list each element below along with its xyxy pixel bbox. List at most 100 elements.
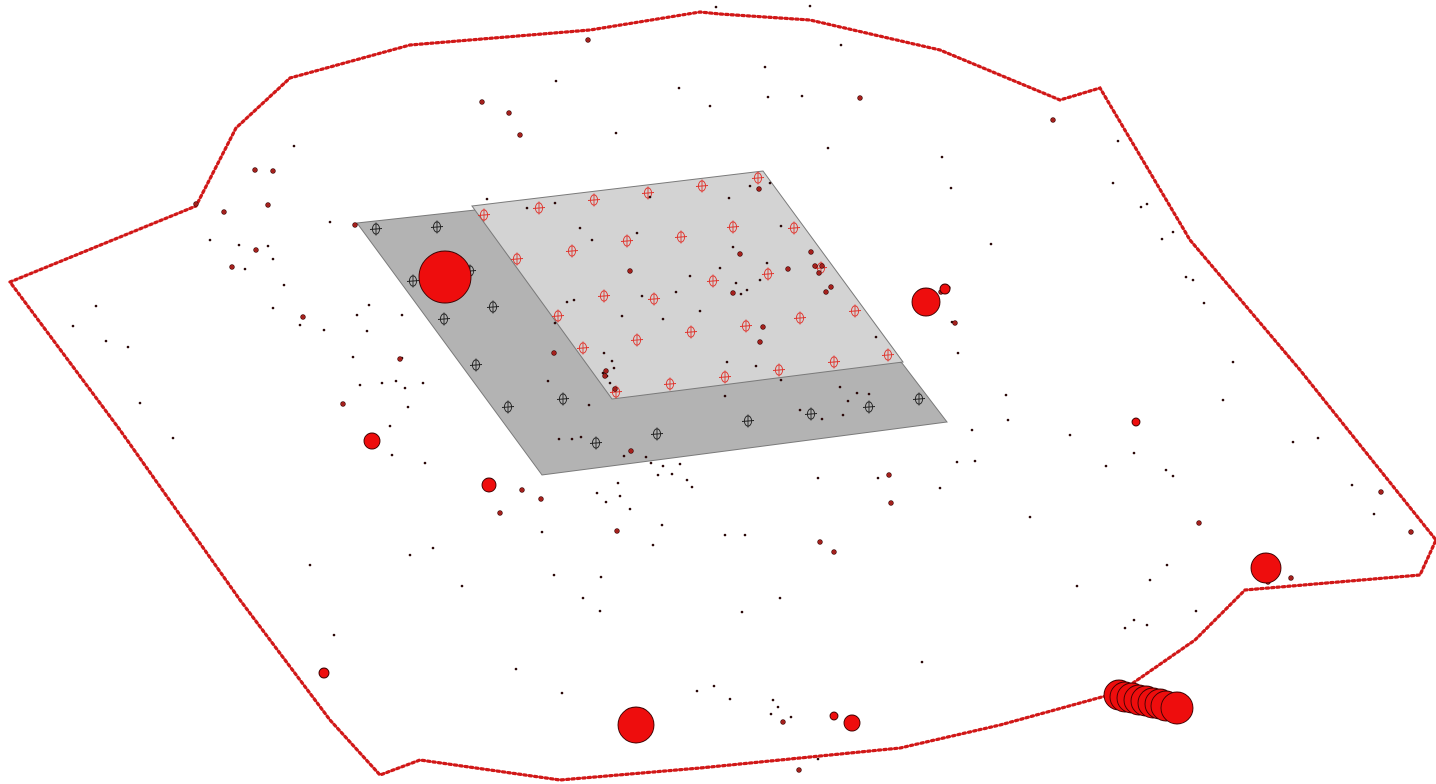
tiny-point-82 [628, 507, 632, 511]
tiny-point-153 [598, 609, 602, 613]
tiny-point-63 [602, 351, 606, 355]
tiny-point-103 [938, 486, 942, 490]
tiny-point-136 [874, 335, 878, 339]
tiny-point-121 [1291, 440, 1295, 444]
tiny-point-39 [367, 303, 371, 307]
small-marker-16 [340, 401, 346, 407]
tiny-point-110 [1104, 464, 1108, 468]
tiny-point-28 [271, 306, 275, 310]
red-cross-marker-6 [510, 252, 524, 266]
tiny-point-91 [599, 575, 603, 579]
tiny-point-78 [690, 485, 694, 489]
tiny-point-163 [798, 408, 802, 412]
tiny-point-170 [768, 181, 772, 185]
site-boundary-layer [8, 10, 1436, 782]
tiny-point-16 [1145, 202, 1149, 206]
red-cross-marker-12 [597, 289, 611, 303]
tiny-point-5 [677, 86, 681, 90]
tiny-point-126 [989, 242, 993, 246]
small-marker-35 [538, 496, 544, 502]
small-marker-18 [628, 448, 634, 454]
tiny-point-146 [771, 698, 775, 702]
tiny-point-25 [271, 257, 275, 261]
small-marker-6 [193, 201, 199, 207]
tiny-point-0 [714, 5, 718, 9]
tiny-point-132 [1231, 360, 1235, 364]
tiny-point-12 [940, 155, 944, 159]
small-marker-33 [614, 528, 620, 534]
tiny-point-109 [1068, 433, 1072, 437]
red-cross-marker-11 [787, 221, 801, 235]
small-marker-17 [551, 350, 557, 356]
tiny-point-6 [708, 104, 712, 108]
red-cross-marker-5 [751, 171, 765, 185]
tiny-point-1 [808, 4, 812, 8]
small-marker-31 [831, 549, 837, 555]
tiny-point-33 [126, 345, 130, 349]
small-marker-0 [585, 37, 591, 43]
large-marker-20 [1160, 691, 1194, 725]
small-marker-14 [352, 222, 358, 228]
black-cross-marker-9 [589, 436, 603, 450]
tiny-point-98 [867, 392, 871, 396]
red-cross-marker-2 [587, 193, 601, 207]
small-marker-1 [479, 99, 485, 105]
tiny-point-65 [546, 379, 550, 383]
red-cross-marker-24 [663, 377, 677, 391]
tiny-point-159 [651, 543, 655, 547]
tiny-point-135 [956, 351, 960, 355]
tiny-point-161 [723, 394, 727, 398]
small-marker-28 [760, 324, 766, 330]
tiny-point-24 [266, 244, 270, 248]
tiny-point-10 [292, 144, 296, 148]
tiny-point-62 [612, 366, 616, 370]
tiny-point-23 [237, 243, 241, 247]
tiny-point-162 [779, 378, 783, 382]
black-cross-marker-5 [437, 312, 451, 326]
small-marker-44 [1288, 575, 1294, 581]
tiny-point-167 [731, 245, 735, 249]
tiny-point-144 [695, 689, 699, 693]
tiny-point-166 [727, 196, 731, 200]
tiny-point-93 [743, 533, 747, 537]
tiny-point-112 [1075, 584, 1079, 588]
tiny-point-55 [620, 314, 624, 318]
small-marker-49 [612, 386, 618, 392]
tiny-point-89 [552, 573, 556, 577]
tiny-point-30 [94, 304, 98, 308]
tiny-point-56 [590, 238, 594, 242]
small-marker-42 [1408, 529, 1414, 535]
large-marker-2 [939, 283, 951, 295]
tiny-point-115 [1145, 623, 1149, 627]
red-cross-marker-8 [620, 234, 634, 248]
black-cross-marker-14 [912, 392, 926, 406]
tiny-point-70 [622, 454, 626, 458]
tiny-point-157 [332, 633, 336, 637]
tiny-point-34 [138, 401, 142, 405]
red-cross-marker-20 [739, 319, 753, 333]
tiny-point-164 [754, 364, 758, 368]
tiny-point-106 [970, 428, 974, 432]
tiny-point-150 [816, 757, 820, 761]
tiny-point-113 [1132, 618, 1136, 622]
tiny-point-111 [1028, 515, 1032, 519]
tiny-point-100 [820, 417, 824, 421]
tiny-point-74 [661, 464, 665, 468]
small-marker-51 [730, 290, 736, 296]
tiny-point-105 [973, 459, 977, 463]
black-cross-marker-11 [741, 414, 755, 428]
red-cross-marker-28 [881, 348, 895, 362]
red-cross-marker-25 [718, 370, 732, 384]
tiny-point-92 [723, 533, 727, 537]
large-marker-3 [363, 432, 381, 450]
tiny-point-107 [1004, 393, 1008, 397]
tiny-point-117 [1165, 563, 1169, 567]
tiny-point-4 [554, 79, 558, 83]
tiny-point-95 [846, 399, 850, 403]
small-marker-8 [270, 168, 276, 174]
tiny-point-9 [614, 131, 618, 135]
tiny-point-127 [1160, 237, 1164, 241]
tiny-point-35 [171, 436, 175, 440]
small-marker-37 [780, 719, 786, 725]
tiny-point-158 [308, 563, 312, 567]
